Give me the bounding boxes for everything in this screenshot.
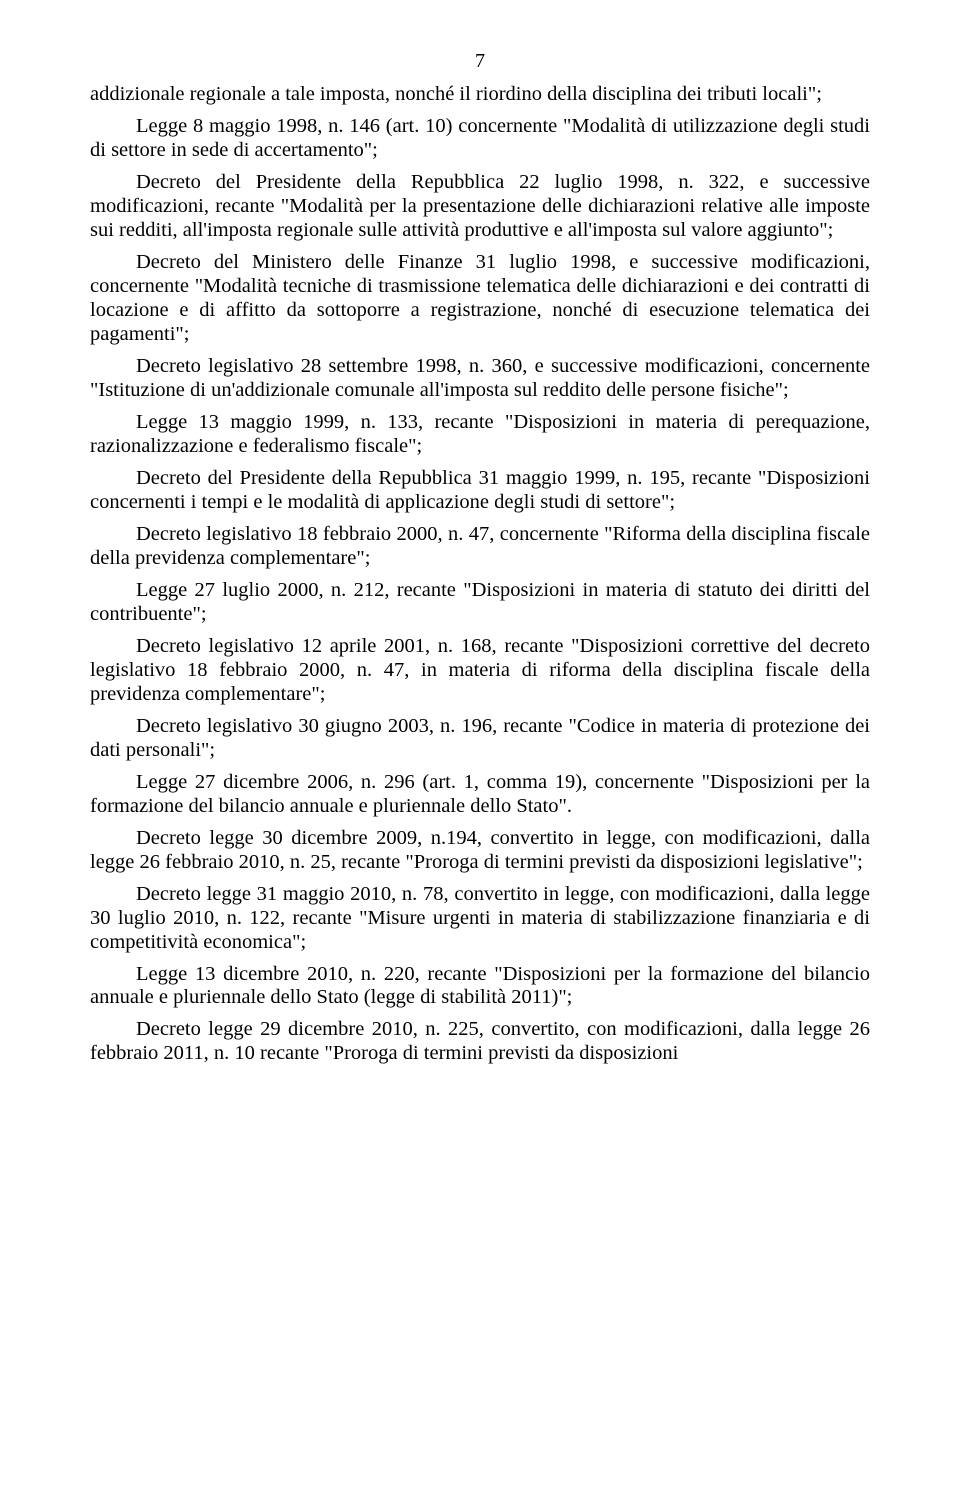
page-number: 7: [90, 50, 870, 73]
paragraph: Decreto legge 29 dicembre 2010, n. 225, …: [90, 1018, 870, 1066]
document-page: 7 addizionale regionale a tale imposta, …: [0, 0, 960, 1507]
paragraph: Decreto legislativo 12 aprile 2001, n. 1…: [90, 635, 870, 707]
paragraph: Decreto legge 31 maggio 2010, n. 78, con…: [90, 883, 870, 955]
paragraph: Legge 27 dicembre 2006, n. 296 (art. 1, …: [90, 771, 870, 819]
paragraph: addizionale regionale a tale imposta, no…: [90, 83, 870, 107]
paragraph: Decreto del Presidente della Repubblica …: [90, 171, 870, 243]
paragraph: Decreto del Ministero delle Finanze 31 l…: [90, 251, 870, 347]
paragraph: Decreto legge 30 dicembre 2009, n.194, c…: [90, 827, 870, 875]
paragraph: Decreto legislativo 28 settembre 1998, n…: [90, 355, 870, 403]
paragraph: Legge 13 maggio 1999, n. 133, recante "D…: [90, 411, 870, 459]
paragraph: Decreto del Presidente della Repubblica …: [90, 467, 870, 515]
paragraph: Decreto legislativo 30 giugno 2003, n. 1…: [90, 715, 870, 763]
paragraph: Legge 13 dicembre 2010, n. 220, recante …: [90, 963, 870, 1011]
paragraph: Legge 27 luglio 2000, n. 212, recante "D…: [90, 579, 870, 627]
paragraph: Legge 8 maggio 1998, n. 146 (art. 10) co…: [90, 115, 870, 163]
paragraph: Decreto legislativo 18 febbraio 2000, n.…: [90, 523, 870, 571]
